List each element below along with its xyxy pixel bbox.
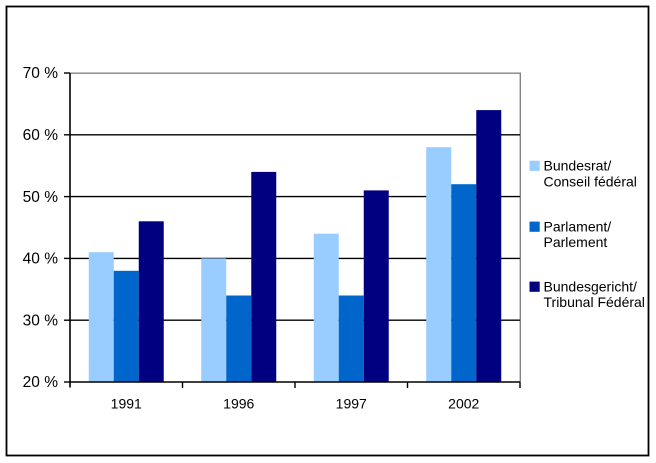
svg-text:50 %: 50 % xyxy=(23,189,59,206)
svg-text:Parlement: Parlement xyxy=(544,234,608,250)
svg-text:2002: 2002 xyxy=(448,396,479,412)
svg-text:60 %: 60 % xyxy=(23,127,59,144)
svg-text:70 %: 70 % xyxy=(23,65,59,82)
svg-text:Bundesgericht/: Bundesgericht/ xyxy=(544,278,638,294)
svg-text:Parlament/: Parlament/ xyxy=(544,218,612,234)
svg-text:1996: 1996 xyxy=(223,396,254,412)
svg-text:1997: 1997 xyxy=(336,396,367,412)
svg-text:1991: 1991 xyxy=(111,396,142,412)
svg-text:40 %: 40 % xyxy=(23,251,59,268)
svg-text:30 %: 30 % xyxy=(23,312,59,329)
svg-text:Conseil fédéral: Conseil fédéral xyxy=(544,173,637,189)
svg-text:Tribunal Fédéral: Tribunal Fédéral xyxy=(544,294,645,310)
svg-text:20 %: 20 % xyxy=(23,374,59,391)
svg-text:Bundesrat/: Bundesrat/ xyxy=(544,158,612,174)
